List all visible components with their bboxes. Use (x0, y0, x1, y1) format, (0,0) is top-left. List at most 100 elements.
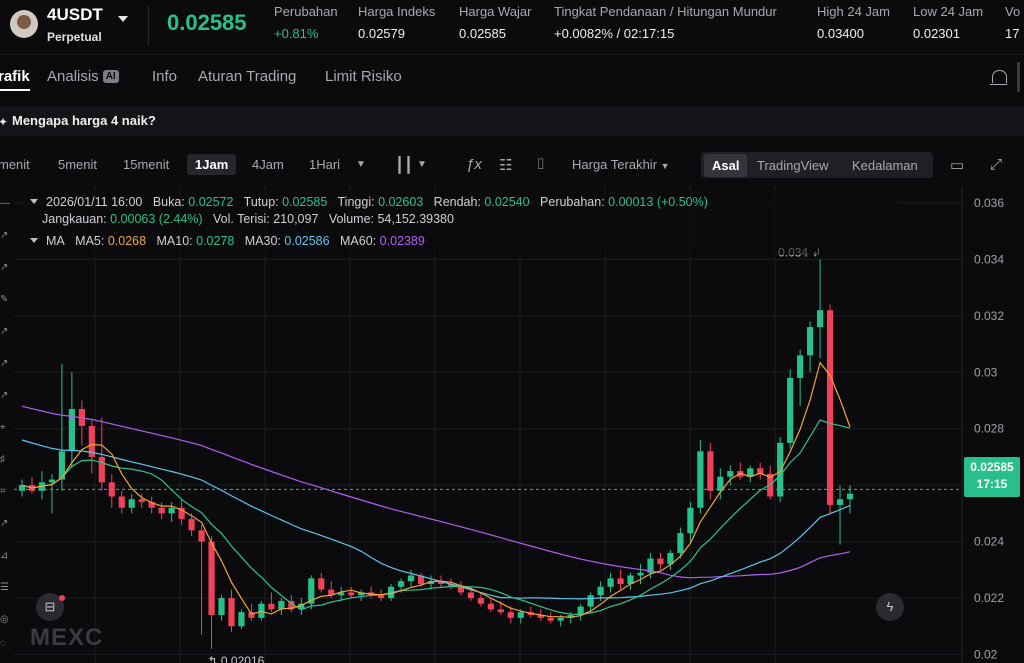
layout-icon[interactable]: ☷ (499, 157, 513, 174)
divider (148, 6, 149, 46)
open-value: 0.02572 (188, 195, 234, 209)
stat-label: Harga Indeks (358, 4, 436, 19)
brush-icon[interactable]: ↗ (0, 326, 9, 337)
view-depth[interactable]: Kedalaman (852, 158, 918, 173)
candle-body (787, 377, 794, 443)
ai-badge-icon: AI (102, 70, 119, 83)
trendline-icon[interactable]: ↗ (0, 230, 9, 241)
eraser-icon[interactable]: ⌗ (0, 486, 6, 497)
camera-icon[interactable]: ⌷ (536, 156, 546, 173)
candle-body (727, 471, 734, 477)
chevron-down-icon[interactable]: ▼ (417, 159, 427, 170)
timeframe-1d[interactable]: 1Hari (309, 157, 341, 172)
cursor-icon[interactable]: — (0, 198, 10, 209)
candle-body (447, 583, 455, 587)
magnet-icon[interactable]: ⊿ (0, 550, 9, 561)
timeframe-1m[interactable]: menit (0, 157, 30, 172)
window-icon[interactable]: ▭ (950, 157, 965, 174)
ma-collapse-icon[interactable] (30, 238, 38, 243)
symbol-dropdown-icon[interactable] (118, 16, 128, 22)
candle-body (547, 617, 554, 621)
bell-icon[interactable] (990, 70, 1007, 85)
tab-trading-rules[interactable]: Aturan Trading (198, 68, 297, 85)
stat-label: Vo (1005, 4, 1021, 19)
lock-icon[interactable]: ☰ (0, 582, 9, 593)
view-tradingview[interactable]: TradingView (757, 158, 829, 173)
fullscreen-icon[interactable]: ⤢ (990, 156, 1003, 173)
chart-tabs: rafik Analisis AI Info Aturan Trading Lim… (0, 62, 1024, 94)
change-label: Perubahan: (540, 195, 605, 209)
price-type-select[interactable]: Harga Terakhir ▼ (572, 157, 670, 172)
candle-body (208, 541, 215, 616)
candle-body (238, 612, 245, 627)
candle-body (168, 507, 175, 514)
stat-label: Perubahan (274, 4, 338, 19)
indicator-fx-icon[interactable]: ƒx (466, 156, 482, 173)
timeframe-4h[interactable]: 4Jam (252, 157, 284, 172)
scroll-handle[interactable] (1017, 62, 1020, 92)
last-price-tag-value: 0.02585 (970, 460, 1014, 474)
sparkle-icon: ✦ (0, 115, 9, 129)
high-value: 0.02603 (378, 195, 424, 209)
ray-icon[interactable]: ↗ (0, 262, 9, 273)
candle-body (68, 408, 75, 452)
candle-body (427, 581, 435, 584)
ohlc-legend: 2026/01/11 16:00 Buka: 0.02572 Tutup: 0.… (30, 194, 708, 228)
stat-change: Perubahan +0.81% (274, 4, 338, 41)
trash-icon[interactable]: ◎ (0, 614, 9, 625)
fib-icon[interactable]: ↗ (0, 358, 9, 369)
candle-body (248, 612, 255, 618)
mexc-logo: MEXC (30, 624, 104, 651)
candle-body (797, 355, 804, 378)
tab-info[interactable]: Info (152, 68, 178, 85)
symbol-name[interactable]: 4USDT (47, 5, 103, 24)
ma5-label: MA5: (75, 234, 105, 248)
ma10-line (21, 419, 851, 616)
pattern-icon[interactable]: ↗ (0, 390, 9, 401)
flash-icon[interactable]: ϟ (876, 593, 904, 621)
candle-body (517, 612, 524, 618)
candle-body (18, 485, 26, 491)
high-label: Tinggi: (337, 195, 375, 209)
ma30-value: 0.02586 (284, 234, 330, 248)
timeframe-1h[interactable]: 1Jam (187, 154, 237, 175)
text-icon[interactable]: ♯ (0, 454, 5, 465)
timeframe-15m[interactable]: 15menit (123, 157, 170, 172)
zoom-icon[interactable]: ↗ (0, 518, 9, 529)
candle-body (677, 533, 684, 553)
y-tick-label: 0.02 (974, 648, 998, 662)
measure-icon[interactable]: ⌖ (0, 422, 6, 433)
y-tick-label: 0.028 (974, 422, 1004, 436)
candle-body (657, 558, 664, 565)
ma-label[interactable]: MA (46, 234, 65, 248)
legend-date: 2026/01/11 16:00 (46, 195, 143, 209)
filled-value: 210,097 (273, 212, 319, 226)
tab-analisis[interactable]: Analisis AI (47, 68, 119, 85)
candle-body (178, 507, 185, 520)
candle-body (537, 615, 544, 618)
contract-type: Perpetual (47, 30, 102, 44)
ma10-value: 0.0278 (196, 234, 235, 248)
legend-collapse-icon[interactable] (30, 199, 38, 204)
candle-body (597, 586, 604, 596)
view-original[interactable]: Asal (704, 154, 748, 177)
pen-icon[interactable]: ✎ (0, 294, 9, 305)
stat-funding-rate[interactable]: Tingkat Pendanaan / Hitungan Mundur +0.0… (554, 4, 777, 41)
stat-value: +0.81% (274, 26, 319, 41)
legend-backdrop (22, 189, 902, 255)
candle-body (826, 310, 834, 505)
candle-body (777, 442, 784, 497)
tab-grafik[interactable]: rafik (0, 68, 30, 91)
hide-icon[interactable]: ◌ (0, 638, 6, 649)
price-chart[interactable]: 0.0360.0340.0320.030.0280.0260.0240.0220… (0, 186, 1024, 663)
tab-risk-limit[interactable]: Limit Risiko (325, 68, 402, 85)
candle-type-icon[interactable]: ┃┃ (395, 157, 414, 174)
candle-body (816, 310, 824, 328)
close-value: 0.02585 (282, 195, 328, 209)
stat-label: High 24 Jam (817, 4, 890, 19)
timeframe-5m[interactable]: 5menit (58, 157, 98, 172)
ma60-label: MA60: (340, 234, 377, 248)
price-reason-banner[interactable]: ✦ Mengapa harga 4 naik? (0, 106, 1024, 136)
stat-value: 0.03400 (817, 26, 864, 41)
timeframe-more-icon[interactable]: ▼ (356, 159, 366, 170)
